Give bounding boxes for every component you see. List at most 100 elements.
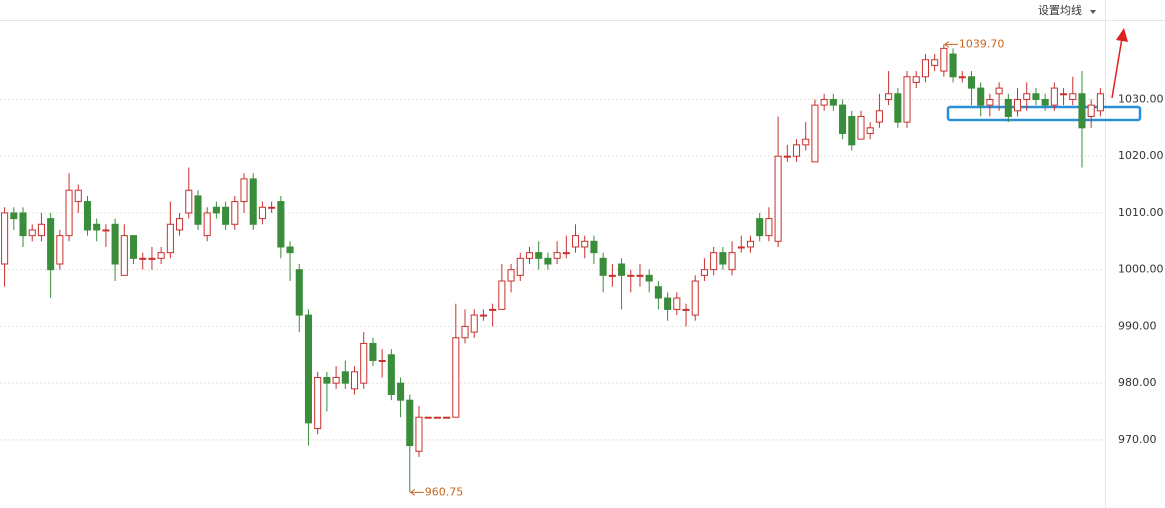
candle-body	[19, 212, 27, 237]
candle-body	[995, 87, 1003, 95]
candle-body	[360, 342, 368, 384]
y-tick-label: 1030.00	[1118, 92, 1164, 105]
candle-body	[157, 252, 165, 259]
candle-body	[746, 240, 755, 248]
candle-body	[111, 223, 119, 265]
candle-body	[590, 240, 598, 254]
candle-body	[728, 252, 736, 271]
candle-body	[535, 252, 543, 259]
candle-body	[37, 223, 45, 237]
candle-body	[525, 252, 534, 259]
y-tick-label: 990.00	[1118, 319, 1157, 332]
candle-body	[507, 269, 515, 282]
candle-body	[636, 274, 644, 277]
candle-body	[885, 93, 893, 100]
candle-body	[295, 269, 303, 316]
candle-body	[249, 178, 257, 225]
candle-body	[341, 371, 349, 384]
candle-body	[737, 246, 745, 249]
candle-body	[562, 252, 570, 255]
candle-body	[10, 212, 18, 220]
candle-body	[839, 104, 847, 134]
candle-body	[332, 376, 340, 384]
candle-body	[350, 371, 359, 390]
candle-body	[811, 104, 819, 163]
candle-body	[83, 201, 92, 231]
candle-body	[1087, 104, 1095, 117]
candle-body	[921, 59, 929, 78]
arrow-shaft	[1111, 37, 1123, 99]
candle-body	[875, 110, 883, 123]
candle-body	[1013, 98, 1022, 112]
candle-body	[783, 155, 791, 158]
candle-body	[986, 98, 994, 106]
candle-body	[664, 297, 672, 310]
y-tick-label: 1020.00	[1118, 149, 1164, 162]
candle-body	[166, 223, 174, 254]
candle-body	[424, 416, 432, 419]
y-tick-label: 980.00	[1118, 376, 1157, 389]
candle-body	[1004, 98, 1012, 117]
candle-body	[258, 206, 266, 220]
candle-body	[912, 76, 920, 83]
candle-body	[231, 201, 239, 225]
candle-body	[654, 286, 662, 299]
candle-body	[212, 206, 220, 214]
candle-body	[949, 53, 957, 78]
candle-body	[866, 127, 874, 134]
candle-body	[1060, 93, 1068, 96]
candle-body	[222, 206, 230, 225]
candle-body	[129, 235, 138, 259]
candle-body	[443, 416, 451, 419]
candle-body	[65, 189, 73, 237]
annotation-label: 1039.70	[959, 37, 1005, 50]
candle-body	[581, 240, 589, 248]
candle-body	[1032, 93, 1040, 100]
candle-body	[28, 229, 36, 237]
candle-body	[240, 178, 248, 203]
candle-body	[599, 257, 607, 276]
y-tick-label: 970.00	[1118, 433, 1157, 446]
dropdown-caret[interactable]	[1090, 10, 1096, 14]
candle-body	[176, 218, 184, 231]
arrow-head	[1116, 28, 1128, 42]
candle-body	[397, 382, 405, 401]
candle-body	[682, 308, 690, 311]
ma-button[interactable]: 设置均线	[1038, 3, 1082, 17]
candle-body	[323, 376, 331, 384]
annotation-label: 960.75	[425, 485, 464, 498]
candle-body	[765, 218, 773, 237]
candle-body	[268, 206, 276, 209]
candle-body	[792, 144, 801, 157]
candle-body	[802, 138, 810, 146]
candle-body	[691, 280, 699, 316]
candle-body	[304, 314, 313, 424]
candle-body	[378, 359, 386, 362]
candle-body	[645, 274, 653, 282]
candle-body	[102, 229, 110, 232]
candle-body	[1050, 87, 1058, 106]
candle-body	[415, 416, 423, 452]
candle-body	[857, 115, 865, 140]
candle-body	[544, 257, 552, 265]
candle-body	[479, 314, 487, 317]
candle-body	[719, 252, 727, 265]
candle-body	[148, 257, 156, 260]
candle-body	[829, 98, 837, 106]
candle-body	[673, 297, 681, 310]
candle-body	[387, 354, 395, 396]
candle-body	[74, 189, 82, 203]
candle-body	[931, 59, 939, 66]
annotation-arrow	[409, 488, 424, 496]
candle-body	[1078, 93, 1086, 129]
candle-body	[516, 257, 524, 276]
candle-body	[470, 314, 478, 333]
candle-body	[553, 252, 561, 259]
candle-body	[571, 235, 580, 248]
candle-body	[1041, 98, 1049, 106]
candle-body	[120, 235, 128, 276]
candle-body	[194, 195, 202, 225]
candle-body	[56, 235, 64, 265]
